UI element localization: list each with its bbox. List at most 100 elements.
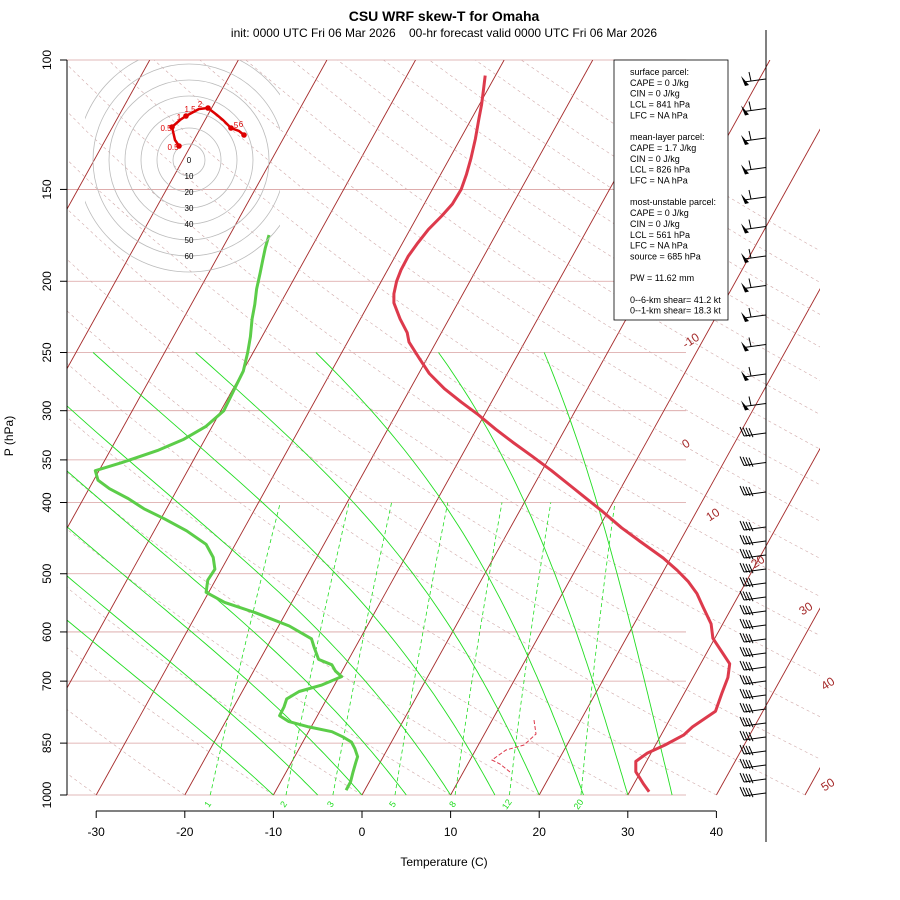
wind-barb (739, 604, 767, 616)
hodograph-ring-label: 60 (185, 252, 194, 261)
isotherm-line (804, 767, 820, 796)
wind-barb (739, 772, 767, 784)
indices-line: CAPE = 0 J/kg (630, 78, 689, 88)
sounding-series-line (392, 75, 732, 793)
hodograph-ring-labels: 0 10 20 30 40 50 60 (185, 156, 194, 261)
isotherm-line (184, 60, 594, 796)
hodograph-ring-label: 30 (185, 204, 194, 213)
dry-adiabat-line (245, 60, 820, 450)
indices-line: LCL = 841 hPa (630, 100, 690, 110)
isotherm-line (273, 60, 682, 796)
temperature-tick-label: 30 (621, 825, 635, 839)
dry-adiabat-line (153, 60, 820, 522)
hodograph-point (169, 124, 175, 130)
hodograph-height-label: 6 (239, 120, 244, 129)
pressure-tick-label: 200 (40, 271, 54, 291)
temperature-tick-label: -30 (88, 825, 106, 839)
hodograph-point (176, 143, 182, 149)
hodograph-ring (85, 60, 280, 273)
dry-adiabat-line (67, 472, 540, 796)
isotherm-lines (67, 60, 900, 796)
wind-barb (739, 716, 767, 728)
dry-adiabat-lines (67, 60, 820, 796)
wind-barb (741, 101, 767, 116)
hodograph-height-label: 0.5 (160, 124, 172, 133)
hodograph-point (183, 113, 189, 119)
moist-adiabat-line (67, 575, 319, 796)
hodograph: 0 10 20 30 40 50 60 0.5 0.5 11.52 5 6 (85, 60, 280, 273)
moist-adiabat-line (92, 352, 496, 796)
wind-barb (739, 426, 767, 438)
pressure-tick-label: 150 (40, 179, 54, 199)
wind-barb (739, 660, 767, 672)
dry-adiabat-line (291, 60, 820, 415)
indices-box-frame (613, 59, 729, 321)
x-axis-label: Temperature (C) (400, 855, 487, 869)
wind-barb (739, 618, 767, 630)
hodograph-ring (108, 79, 270, 241)
indices-line: PW = 11.62 mm (630, 273, 694, 283)
indices-line: CAPE = 1.7 J/kg (630, 143, 696, 153)
wind-barb (739, 688, 767, 700)
hodograph-ring-label: 20 (185, 188, 194, 197)
indices-line: LFC = NA hPa (630, 241, 688, 251)
mixing-ratio-label: 8 (447, 799, 458, 809)
hodograph-point (241, 132, 247, 138)
dry-adiabat-line (67, 362, 717, 796)
isotherm-line (67, 60, 151, 210)
wind-barb (739, 576, 767, 588)
dry-adiabat-line (67, 258, 820, 760)
dry-adiabat-line (67, 208, 820, 718)
indices-line: LCL = 826 hPa (630, 165, 690, 175)
wind-barb (739, 562, 767, 574)
indices-line: 0--1-km shear= 18.3 kt (630, 306, 721, 316)
pressure-tick-label: 700 (40, 671, 54, 691)
mixing-ratio-label: 20 (572, 797, 586, 811)
dry-adiabat-line (67, 647, 274, 796)
wind-barb (739, 485, 767, 497)
moist-adiabat-lines (67, 352, 673, 796)
indices-line: LCL = 561 hPa (630, 230, 690, 240)
dry-adiabat-line (199, 60, 820, 486)
wind-barbs (739, 71, 767, 798)
isotherm-line (67, 60, 328, 530)
pressure-tick-label: 350 (40, 450, 54, 470)
hodograph-height-label: 2 (198, 100, 203, 109)
wind-barb (741, 278, 767, 293)
chart-subtitle: init: 0000 UTC Fri 06 Mar 2026 00-hr for… (231, 26, 658, 40)
axes (66, 60, 716, 812)
pressure-tick-labels: 100 150 200 250 300 350 400 500 600 700 850 1000 (40, 50, 67, 808)
moist-adiabat-line (67, 619, 274, 796)
pressure-tick-label: 500 (40, 563, 54, 583)
hodograph-height-label: 1 (177, 113, 182, 122)
indices-line: 0--6-km shear= 41.2 kt (630, 295, 721, 305)
wind-barb-profile (739, 30, 767, 842)
isotherm-line (716, 607, 820, 796)
isotherm-label: 30 (796, 599, 815, 618)
hodograph-ring (172, 143, 206, 177)
hodograph-ring (92, 63, 280, 257)
mixing-ratio-lines (209, 502, 616, 796)
wind-barb (739, 730, 767, 742)
sounding-series-line (93, 234, 360, 791)
moist-adiabat-line (195, 352, 540, 796)
isotherm-line (894, 60, 900, 795)
indices-line: surface parcel: (630, 67, 689, 77)
hodograph-ring (140, 111, 238, 209)
indices-line: LFC = NA hPa (630, 176, 688, 186)
wind-barb (739, 632, 767, 644)
pressure-tick-label: 100 (40, 50, 54, 70)
isotherm-line (95, 60, 505, 796)
wind-barb (739, 534, 767, 546)
temperature-tick-label: 0 (359, 825, 366, 839)
temperature-tick-labels: -30 -20 -10 0 10 20 30 40 (88, 811, 723, 839)
temperature-tick-label: 20 (533, 825, 547, 839)
isotherm-line (67, 60, 239, 370)
hodograph-point (205, 105, 211, 111)
mixing-ratio-label: 12 (500, 797, 514, 811)
moist-adiabat-line (67, 526, 363, 796)
wind-barb (739, 674, 767, 686)
wind-barb (739, 646, 767, 658)
hodograph-height-label: 1.5 (184, 105, 196, 114)
